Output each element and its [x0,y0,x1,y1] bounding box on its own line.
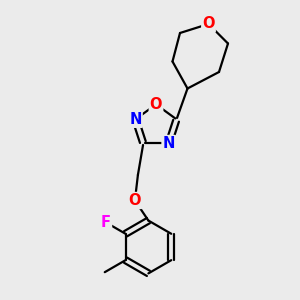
Text: O: O [202,16,215,32]
Text: F: F [101,215,111,230]
Text: O: O [129,193,141,208]
Text: O: O [150,97,162,112]
Text: N: N [129,112,142,127]
Text: N: N [163,136,175,151]
